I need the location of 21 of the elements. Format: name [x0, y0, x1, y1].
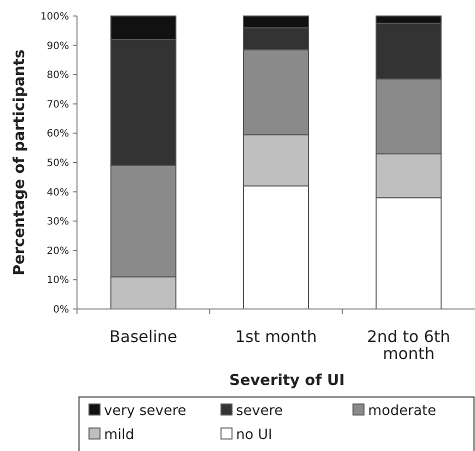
- y-tick-label: 80%: [46, 70, 69, 82]
- y-tick-label: 50%: [46, 158, 69, 169]
- y-axis-title: Percentage of participants: [10, 49, 28, 276]
- legend-label: very severe: [104, 402, 186, 419]
- y-tick-label: 60%: [46, 128, 69, 140]
- y-tick-label: 100%: [40, 12, 69, 22]
- y-tick-label: 30%: [46, 216, 69, 228]
- legend-label: mild: [104, 426, 134, 443]
- x-axis-title: Severity of UI: [229, 371, 345, 389]
- x-tick-label: Baseline: [109, 327, 178, 346]
- y-tick-label: 10%: [46, 275, 69, 286]
- y-tick-label: 40%: [46, 187, 69, 198]
- y-tick-label: 70%: [46, 99, 69, 110]
- legend-label: no UI: [236, 426, 272, 443]
- legend-label: moderate: [368, 402, 436, 419]
- x-tick-label: 1st month: [235, 327, 317, 346]
- y-tick-label: 0%: [53, 304, 69, 316]
- y-tick-label: 90%: [46, 40, 69, 52]
- legend-label: severe: [236, 402, 283, 419]
- x-tick-label: 2nd to 6th month: [367, 327, 450, 363]
- y-tick-label: 20%: [46, 246, 69, 257]
